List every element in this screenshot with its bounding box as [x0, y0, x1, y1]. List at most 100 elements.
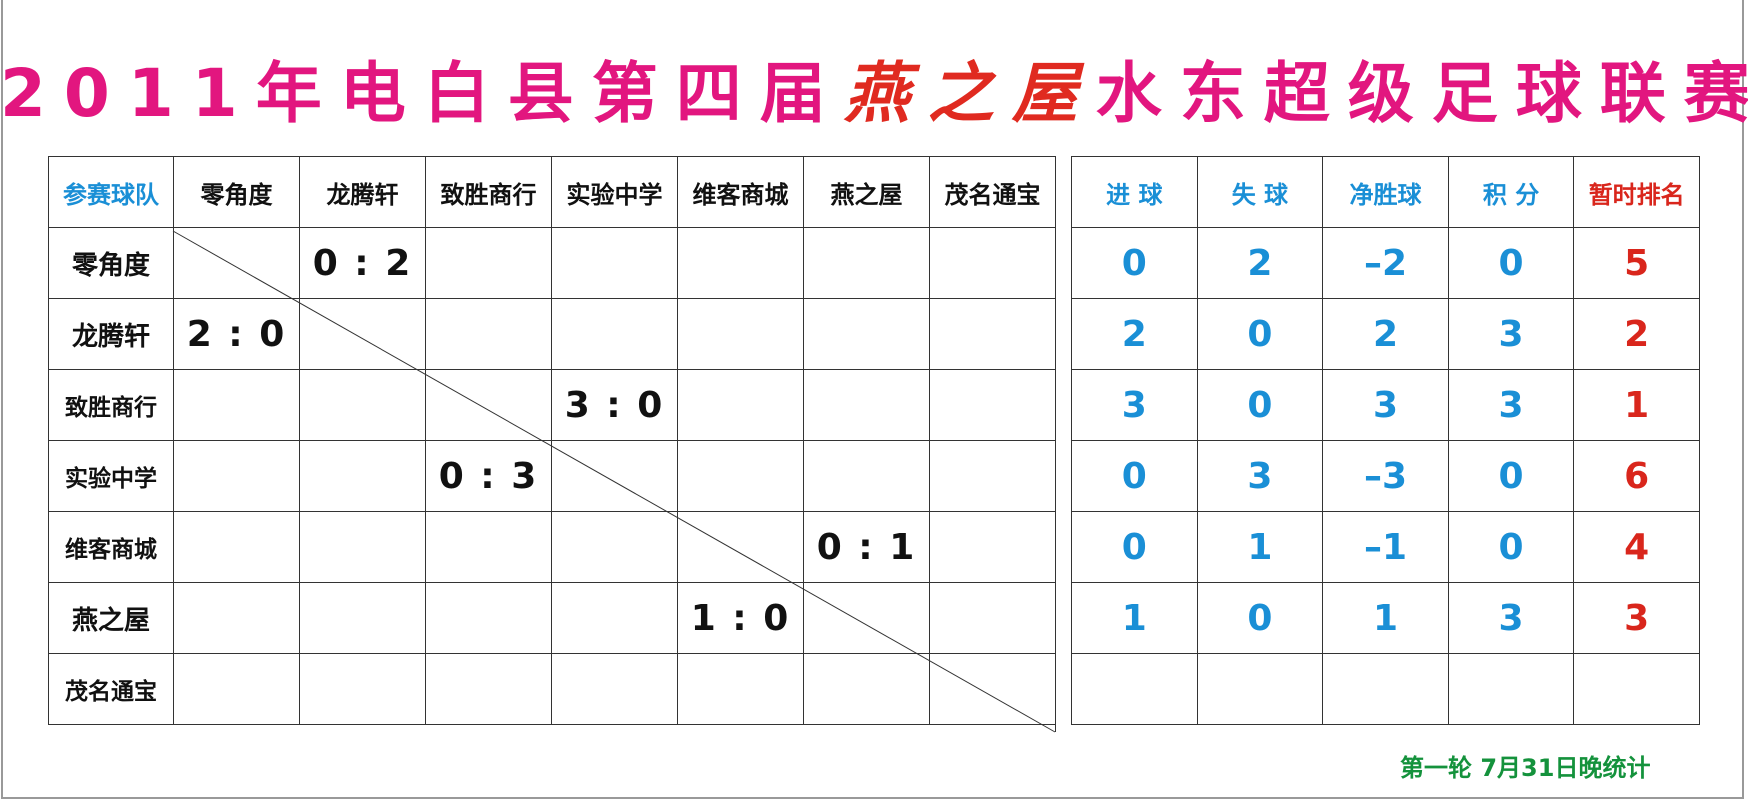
score-cell: [677, 511, 804, 583]
score-cell: [299, 582, 426, 654]
stat-cell: 2: [1071, 298, 1198, 370]
score-cell: [299, 653, 426, 725]
table-row: 茂名通宝: [48, 653, 1056, 725]
stat-cell: 1: [1071, 582, 1198, 654]
team-column-header: 维客商城: [677, 156, 804, 228]
score-cell: [929, 369, 1056, 441]
score-cell: [551, 227, 678, 299]
team-column-header: 致胜商行: [425, 156, 552, 228]
stat-cell: 3: [1196, 440, 1324, 512]
team-column-header: 燕之屋: [803, 156, 930, 228]
table-row: 实验中学 0 : 3: [48, 440, 1056, 512]
score-cell: [677, 369, 804, 441]
title-suffix: 水东超级足球联赛: [1095, 55, 1748, 132]
score-cell: [425, 582, 552, 654]
divider-line: [1055, 156, 1056, 732]
title-prefix: 2011年电白县第四届: [0, 55, 844, 132]
score-cell: [551, 511, 678, 583]
score-cell: [929, 298, 1056, 370]
score-cell: [803, 227, 930, 299]
score-cell: [929, 582, 1056, 654]
score-cell: [677, 440, 804, 512]
score-cell: [425, 298, 552, 370]
table-row: 0 2 –2 0 5: [1071, 227, 1700, 299]
score-cell: [929, 653, 1056, 725]
stat-cell: [1447, 653, 1575, 725]
stat-cell: 3: [1322, 369, 1449, 441]
stats-column-header: 进 球: [1071, 156, 1198, 228]
stat-cell: 0: [1196, 369, 1324, 441]
stat-cell: 0: [1447, 440, 1575, 512]
stat-cell: 3: [1447, 582, 1575, 654]
score-cell: [929, 440, 1056, 512]
table-row: 0 1 –1 0 4: [1071, 511, 1700, 583]
score-cell: 2 : 0: [173, 298, 300, 370]
team-row-label: 茂名通宝: [48, 653, 174, 725]
footer-note: 第一轮 7月31日晚统计: [1400, 754, 1651, 782]
team-column-header: 零角度: [173, 156, 300, 228]
stat-cell: [1071, 653, 1198, 725]
stat-cell: 2: [1196, 227, 1324, 299]
score-cell: [551, 440, 678, 512]
title-brand: 燕之屋: [843, 55, 1096, 132]
matrix-header-row: 参赛球队 零角度 龙腾轩 致胜商行 实验中学 维客商城 燕之屋 茂名通宝: [48, 156, 1056, 228]
score-cell: [677, 653, 804, 725]
score-cell: 0 : 1: [803, 511, 930, 583]
score-cell: [173, 227, 300, 299]
stat-cell: 2: [1322, 298, 1449, 370]
stat-cell: 3: [1447, 298, 1575, 370]
score-cell: [551, 298, 678, 370]
rank-cell: 1: [1573, 369, 1700, 441]
score-cell: 1 : 0: [677, 582, 804, 654]
score-cell: [173, 511, 300, 583]
score-cell: [425, 653, 552, 725]
team-row-label: 维客商城: [48, 511, 174, 583]
score-cell: [803, 582, 930, 654]
stat-cell: 1: [1322, 582, 1449, 654]
score-cell: [803, 298, 930, 370]
team-row-label: 零角度: [48, 227, 174, 299]
team-row-label: 燕之屋: [48, 582, 174, 654]
stat-cell: –1: [1322, 511, 1449, 583]
results-matrix: 参赛球队 零角度 龙腾轩 致胜商行 实验中学 维客商城 燕之屋 茂名通宝 零角度 0 : 2 龙腾轩…: [48, 156, 1056, 725]
rank-cell: 5: [1573, 227, 1700, 299]
table-row: 龙腾轩 2 : 0: [48, 298, 1056, 370]
score-cell: [929, 511, 1056, 583]
team-row-label: 实验中学: [48, 440, 174, 512]
score-cell: [929, 227, 1056, 299]
stat-cell: 0: [1071, 440, 1198, 512]
stat-cell: 1: [1196, 511, 1324, 583]
team-row-label: 致胜商行: [48, 369, 174, 441]
score-cell: [803, 653, 930, 725]
score-cell: [173, 653, 300, 725]
corner-header: 参赛球队: [48, 156, 174, 228]
table-row: 0 3 –3 0 6: [1071, 440, 1700, 512]
table-row: 维客商城 0 : 1: [48, 511, 1056, 583]
stat-cell: [1196, 653, 1324, 725]
score-cell: [677, 298, 804, 370]
stats-column-header: 暂时排名: [1573, 156, 1700, 228]
stat-cell: 0: [1196, 298, 1324, 370]
score-cell: [299, 369, 426, 441]
score-cell: [173, 440, 300, 512]
stat-cell: 0: [1447, 511, 1575, 583]
rank-cell: 6: [1573, 440, 1700, 512]
stat-cell: –2: [1322, 227, 1449, 299]
stats-column-header: 积 分: [1447, 156, 1575, 228]
score-cell: [803, 440, 930, 512]
team-column-header: 茂名通宝: [929, 156, 1056, 228]
team-column-header: 实验中学: [551, 156, 678, 228]
stats-column-header: 净胜球: [1322, 156, 1449, 228]
table-row: 致胜商行 3 : 0: [48, 369, 1056, 441]
score-cell: [551, 653, 678, 725]
score-cell: [803, 369, 930, 441]
table-row: 燕之屋 1 : 0: [48, 582, 1056, 654]
score-cell: [425, 227, 552, 299]
stat-cell: 0: [1447, 227, 1575, 299]
stat-cell: 0: [1196, 582, 1324, 654]
score-cell: [299, 440, 426, 512]
rank-cell: 3: [1573, 582, 1700, 654]
score-cell: [551, 582, 678, 654]
